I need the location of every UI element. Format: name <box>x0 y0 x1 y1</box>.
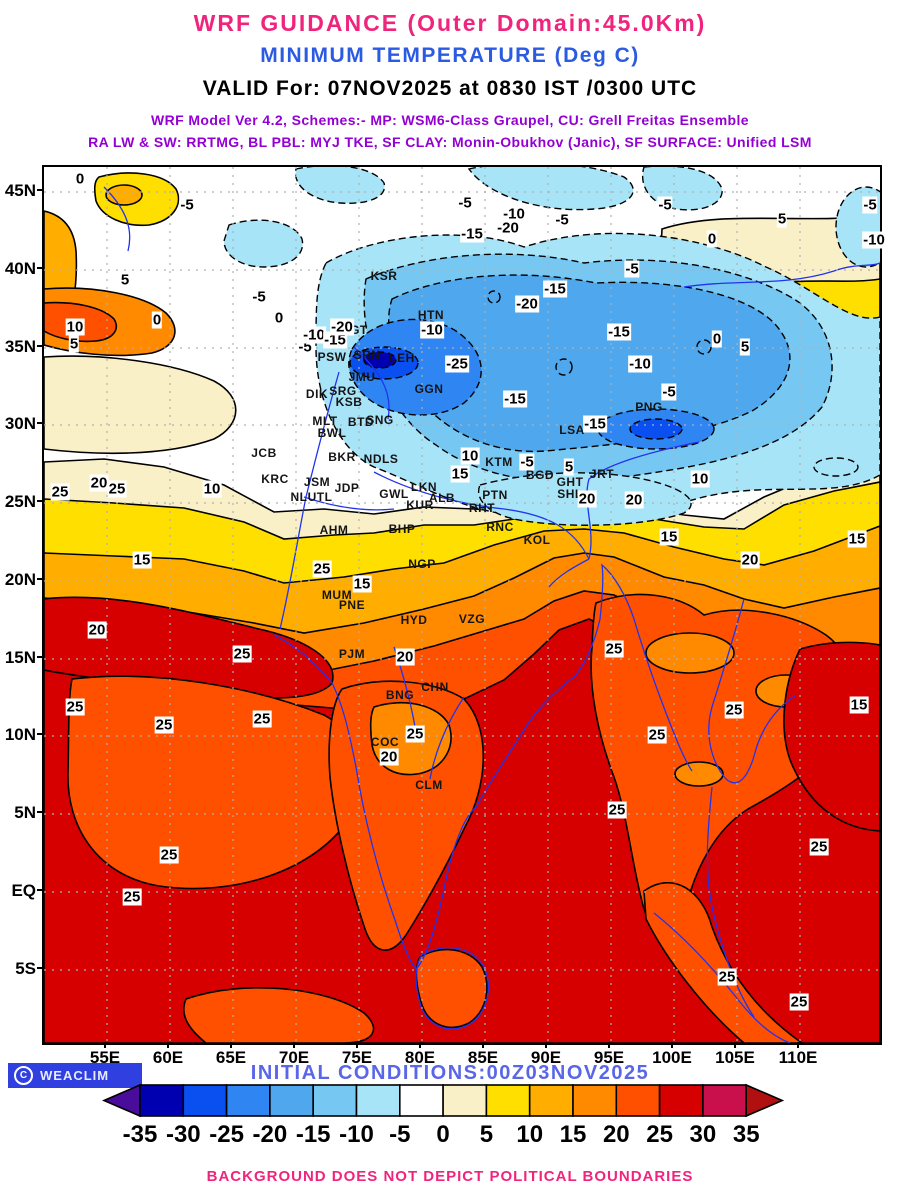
latitude-tick-mark <box>37 656 43 658</box>
colorbar-cell <box>312 1084 358 1117</box>
latitude-tick-label: 25N <box>4 492 36 511</box>
colorbar-tick-label: 30 <box>690 1121 717 1148</box>
latitude-tick-mark <box>37 345 43 347</box>
colorbar-tick-label: -10 <box>339 1121 374 1148</box>
disclaimer-text: BACKGROUND DOES NOT DEPICT POLITICAL BOU… <box>206 1168 694 1185</box>
longitude-tick-mark <box>356 1042 358 1048</box>
longitude-tick-mark <box>104 1042 106 1048</box>
colorbar-cell <box>702 1084 748 1117</box>
colorbar-tick-label: 10 <box>516 1121 543 1148</box>
colorbar-arrow <box>745 1083 785 1118</box>
colorbar-tick-label: -20 <box>253 1121 288 1148</box>
longitude-tick-mark <box>545 1042 547 1048</box>
longitude-tick-label: 105E <box>715 1048 755 1067</box>
scheme-line-2: RA LW & SW: RRTMG, BL PBL: MYJ TKE, SF C… <box>88 134 812 150</box>
temperature-colorbar: -35 -30 -25 -20 -15 -10 -5 0 5 10 15 20 25 30 35 <box>101 1083 785 1148</box>
longitude-tick-label: 110E <box>778 1048 818 1067</box>
longitude-tick-label: 80E <box>404 1048 436 1067</box>
colorbar-cell <box>182 1084 228 1117</box>
longitude-tick-mark <box>671 1042 673 1048</box>
map-svg <box>44 167 880 1043</box>
initial-conditions-text: INITIAL CONDITIONS:00Z03NOV2025 <box>250 1062 650 1084</box>
copyright-icon: C <box>14 1066 33 1085</box>
longitude-tick-label: 70E <box>278 1048 310 1067</box>
latitude-tick-label: 20N <box>4 570 36 589</box>
colorbar-arrow <box>101 1083 141 1118</box>
colorbar-tick-label: 15 <box>560 1121 587 1148</box>
weaclim-logo: C WEACLIM <box>8 1063 142 1088</box>
latitude-tick-label: 15N <box>4 648 36 667</box>
colorbar-cell <box>355 1084 401 1117</box>
latitude-tick-mark <box>37 811 43 813</box>
colorbar-tick-label: -35 <box>123 1121 158 1148</box>
colorbar-cell <box>615 1084 661 1117</box>
longitude-tick-mark <box>608 1042 610 1048</box>
longitude-tick-label: 75E <box>341 1048 373 1067</box>
latitude-tick-label: 5N <box>14 803 36 822</box>
latitude-tick-label: 30N <box>4 414 36 433</box>
longitude-tick-label: 95E <box>593 1048 625 1067</box>
colorbar-cell <box>485 1084 531 1117</box>
colorbar-cell <box>398 1084 444 1117</box>
longitude-tick-mark <box>797 1042 799 1048</box>
scheme-line-1: WRF Model Ver 4.2, Schemes:- MP: WSM6-Cl… <box>151 112 749 128</box>
longitude-tick-label: 65E <box>215 1048 247 1067</box>
latitude-tick-label: EQ <box>11 881 36 900</box>
colorbar-tick-label: 0 <box>436 1121 449 1148</box>
longitude-tick-label: 60E <box>152 1048 184 1067</box>
colorbar-cell <box>225 1084 271 1117</box>
weaclim-logo-text: WEACLIM <box>40 1068 110 1083</box>
colorbar-tick-label: -5 <box>389 1121 410 1148</box>
longitude-tick-label: 85E <box>467 1048 499 1067</box>
colorbar-tick-label: 5 <box>480 1121 493 1148</box>
colorbar-cell <box>572 1084 618 1117</box>
colorbar-cell <box>442 1084 488 1117</box>
longitude-tick-mark <box>419 1042 421 1048</box>
map-cold-regions <box>223 167 880 526</box>
latitude-tick-label: 45N <box>4 181 36 200</box>
colorbar-tick-label: -25 <box>209 1121 244 1148</box>
colorbar-tick-label: -30 <box>166 1121 201 1148</box>
latitude-tick-label: 5S <box>15 959 36 978</box>
latitude-tick-label: 40N <box>4 259 36 278</box>
colorbar-cell <box>139 1084 185 1117</box>
latitude-tick-mark <box>37 967 43 969</box>
longitude-tick-mark <box>734 1042 736 1048</box>
latitude-tick-label: 35N <box>4 337 36 356</box>
page-title: WRF GUIDANCE (Outer Domain:45.0Km) <box>193 10 707 36</box>
latitude-tick-mark <box>37 422 43 424</box>
longitude-tick-mark <box>293 1042 295 1048</box>
latitude-tick-label: 10N <box>4 725 36 744</box>
colorbar-tick-label: 20 <box>603 1121 630 1148</box>
longitude-tick-mark <box>230 1042 232 1048</box>
temperature-map: KSR HTN GGT PSW SRN LEH JMU GGN DIK SRG KSB MLT BTD B… <box>42 165 886 1045</box>
longitude-tick-label: 90E <box>530 1048 562 1067</box>
longitude-tick-label: 100E <box>652 1048 692 1067</box>
colorbar-tick-label: -15 <box>296 1121 331 1148</box>
latitude-tick-mark <box>37 578 43 580</box>
longitude-tick-label: 55E <box>89 1048 121 1067</box>
longitude-tick-mark <box>482 1042 484 1048</box>
colorbar-tick-label: 35 <box>733 1121 760 1148</box>
latitude-tick-mark <box>37 889 43 891</box>
colorbar-cell <box>658 1084 704 1117</box>
colorbar-cell <box>269 1084 314 1117</box>
colorbar-tick-label: 25 <box>646 1121 673 1148</box>
colorbar-cell <box>528 1084 574 1117</box>
latitude-tick-mark <box>37 733 43 735</box>
page-subtitle: MINIMUM TEMPERATURE (Deg C) <box>260 44 640 67</box>
latitude-tick-mark <box>37 267 43 269</box>
latitude-tick-mark <box>37 500 43 502</box>
valid-time-line: VALID For: 07NOV2025 at 0830 IST /0300 U… <box>202 77 698 100</box>
longitude-tick-mark <box>167 1042 169 1048</box>
latitude-tick-mark <box>37 189 43 191</box>
